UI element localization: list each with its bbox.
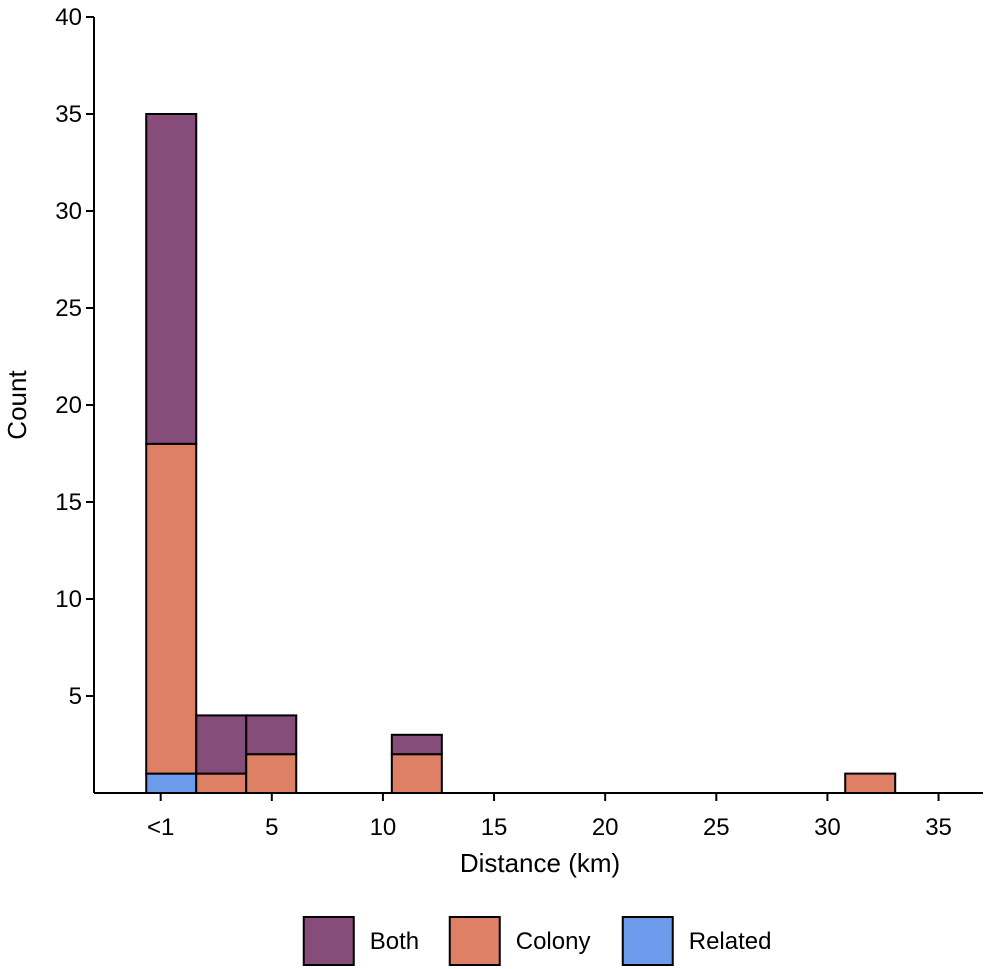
y-tick-label: 40	[55, 4, 82, 31]
y-tick-label: 10	[55, 586, 82, 613]
bar-segment-colony-4	[390, 753, 443, 795]
x-axis-title: Distance (km)	[460, 848, 620, 878]
axes-layer	[93, 17, 983, 794]
legend-swatch-colony	[448, 916, 501, 966]
bar-segment-both-3	[245, 714, 298, 756]
bar-segment-both-4	[390, 733, 443, 756]
legend: Both Colony Related	[302, 916, 772, 966]
y-axis-title: Count	[2, 370, 32, 440]
bar-segment-colony-1	[145, 442, 198, 775]
bar-segment-colony-3	[245, 753, 298, 795]
y-tick-label: 30	[55, 198, 82, 225]
x-ticks-layer: <1 5 10 15 20 25 30 35	[147, 793, 952, 841]
y-tick-label: 20	[55, 392, 82, 419]
legend-label-colony: Colony	[516, 928, 591, 955]
x-tick-label: 30	[814, 814, 841, 841]
legend-swatch-related	[621, 916, 674, 966]
y-ticks-layer: 5 10 15 20 25 30 35 40	[55, 4, 94, 710]
bar-segment-both-1	[145, 113, 198, 445]
bar-segment-colony-5	[844, 772, 897, 794]
bar-segment-related-1	[145, 772, 198, 794]
y-tick-label: 25	[55, 295, 82, 322]
x-tick-label: 20	[592, 814, 619, 841]
x-tick-label: <1	[147, 814, 174, 841]
x-tick-label: 35	[925, 814, 952, 841]
y-tick-label: 5	[69, 683, 82, 710]
legend-label-both: Both	[370, 928, 419, 955]
legend-swatch-both	[302, 916, 355, 966]
bar-segment-both-2	[195, 714, 248, 775]
legend-label-related: Related	[689, 928, 772, 955]
x-tick-label: 5	[265, 814, 278, 841]
bar-segment-colony-2	[195, 772, 248, 794]
x-tick-label: 25	[703, 814, 730, 841]
y-tick-label: 15	[55, 489, 82, 516]
bars-layer	[145, 113, 897, 795]
x-tick-label: 15	[481, 814, 508, 841]
x-tick-label: 10	[370, 814, 397, 841]
y-tick-label: 35	[55, 101, 82, 128]
